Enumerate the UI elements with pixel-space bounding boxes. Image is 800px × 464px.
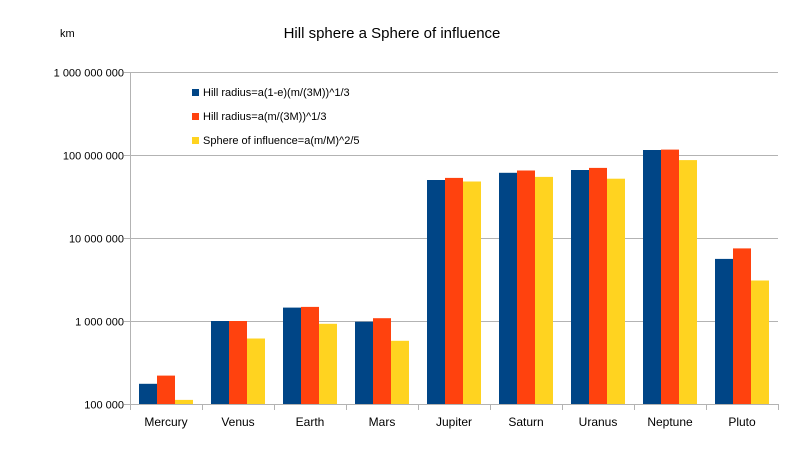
bar-uranus-series-3	[607, 178, 625, 404]
bar-mercury-series-2	[157, 375, 175, 404]
bar-mars-series-1	[355, 321, 373, 404]
legend: Hill radius=a(1-e)(m/(3M))^1/3 Hill radiu…	[192, 87, 360, 147]
bar-venus-series-3	[247, 338, 265, 404]
bar-pluto-series-1	[715, 258, 733, 404]
bar-pluto-series-3	[751, 280, 769, 404]
legend-swatch	[192, 113, 199, 120]
y-tick-label: 100 000	[84, 400, 124, 412]
bar-mars-series-2	[373, 318, 391, 404]
bar-jupiter-series-2	[445, 177, 463, 404]
bar-earth-series-2	[301, 306, 319, 404]
bar-pluto-series-2	[733, 248, 751, 404]
category-label: Neptune	[647, 415, 693, 429]
category-label: Venus	[221, 415, 254, 429]
y-axis-unit-label: km	[60, 28, 75, 40]
category-label: Jupiter	[436, 415, 472, 429]
bar-uranus-series-1	[571, 170, 589, 404]
bar-saturn-series-2	[517, 170, 535, 404]
y-tick-label: 10 000 000	[69, 234, 124, 246]
bar-mercury-series-3	[175, 399, 193, 404]
chart-title: Hill sphere a Sphere of influence	[284, 25, 501, 42]
legend-label: Sphere of influence=a(m/M)^2/5	[203, 135, 360, 147]
legend-swatch	[192, 89, 199, 96]
category-label: Mercury	[144, 415, 187, 429]
bar-neptune-series-1	[643, 150, 661, 404]
bar-venus-series-2	[229, 321, 247, 404]
bar-jupiter-series-3	[463, 181, 481, 404]
legend-swatch	[192, 137, 199, 144]
bar-saturn-series-3	[535, 176, 553, 404]
bar-venus-series-1	[211, 321, 229, 404]
bar-earth-series-1	[283, 307, 301, 404]
category-label: Saturn	[508, 415, 543, 429]
bar-mars-series-3	[391, 340, 409, 404]
bars-layer	[130, 149, 778, 405]
bar-mercury-series-1	[139, 383, 157, 404]
bar-neptune-series-3	[679, 160, 697, 404]
category-labels: Mercury Venus Earth Mars Jupiter Saturn Uranus…	[144, 415, 756, 429]
bar-earth-series-3	[319, 323, 337, 404]
bar-jupiter-series-1	[427, 180, 445, 404]
bar-neptune-series-2	[661, 149, 679, 404]
y-tick-label: 1 000 000 000	[54, 68, 124, 80]
bar-saturn-series-1	[499, 172, 517, 404]
category-label: Pluto	[728, 415, 756, 429]
legend-label: Hill radius=a(1-e)(m/(3M))^1/3	[203, 87, 350, 99]
y-tick-label: 1 000 000	[75, 317, 124, 329]
legend-label: Hill radius=a(m/(3M))^1/3	[203, 111, 326, 123]
category-label: Uranus	[579, 415, 618, 429]
y-tick-labels: 100 000 1 000 000 10 000 000 100 000 000 1 0…	[54, 68, 124, 412]
category-label: Earth	[296, 415, 325, 429]
bar-uranus-series-2	[589, 167, 607, 404]
category-label: Mars	[369, 415, 396, 429]
y-tick-label: 100 000 000	[63, 151, 124, 163]
